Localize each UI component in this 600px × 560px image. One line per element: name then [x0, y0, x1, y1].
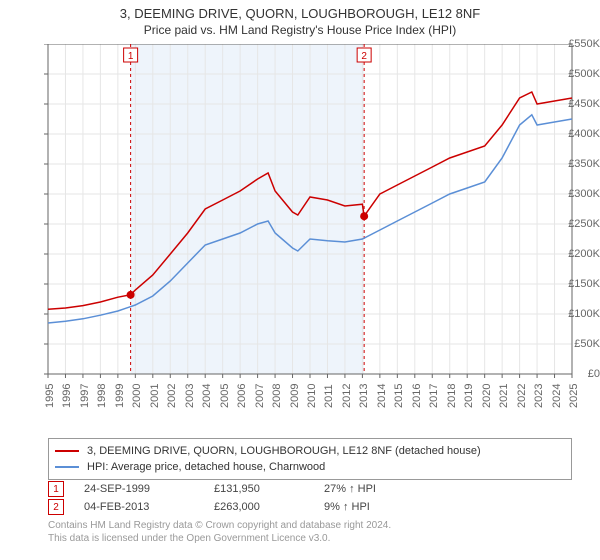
x-tick-label: 1999 — [114, 384, 126, 408]
x-tick-label: 1998 — [96, 384, 108, 408]
legend: 3, DEEMING DRIVE, QUORN, LOUGHBOROUGH, L… — [48, 438, 572, 480]
chart-svg: 12 — [0, 44, 600, 404]
legend-label: HPI: Average price, detached house, Char… — [87, 461, 325, 473]
x-tick-label: 2022 — [516, 384, 528, 408]
x-tick-label: 2016 — [411, 384, 423, 408]
x-tick-label: 2020 — [481, 384, 493, 408]
y-tick-label: £50K — [558, 338, 600, 350]
y-tick-label: £0 — [558, 368, 600, 380]
legend-item: HPI: Average price, detached house, Char… — [55, 459, 565, 475]
figure: 3, DEEMING DRIVE, QUORN, LOUGHBOROUGH, L… — [0, 0, 600, 560]
y-tick-label: £200K — [558, 248, 600, 260]
chart-title: 3, DEEMING DRIVE, QUORN, LOUGHBOROUGH, L… — [0, 0, 600, 21]
x-tick-label: 2003 — [184, 384, 196, 408]
y-tick-label: £100K — [558, 308, 600, 320]
x-tick-label: 2000 — [131, 384, 143, 408]
y-tick-label: £250K — [558, 218, 600, 230]
x-tick-label: 2010 — [306, 384, 318, 408]
disclaimer-line-2: This data is licensed under the Open Gov… — [48, 533, 391, 546]
x-tick-label: 2005 — [219, 384, 231, 408]
x-tick-label: 2008 — [271, 384, 283, 408]
transaction-marker: 1 — [48, 481, 64, 497]
legend-label: 3, DEEMING DRIVE, QUORN, LOUGHBOROUGH, L… — [87, 445, 481, 457]
x-tick-label: 2015 — [393, 384, 405, 408]
legend-item: 3, DEEMING DRIVE, QUORN, LOUGHBOROUGH, L… — [55, 443, 565, 459]
x-tick-label: 2006 — [236, 384, 248, 408]
y-tick-label: £400K — [558, 128, 600, 140]
y-tick-label: £550K — [558, 38, 600, 50]
transactions-table: 1 24-SEP-1999£131,95027% ↑ HPI 2 04-FEB-201… — [48, 480, 444, 516]
svg-text:2: 2 — [361, 51, 367, 62]
svg-text:1: 1 — [128, 51, 134, 62]
chart-area: 12 £0£50K£100K£150K£200K£250K£300K£350K£… — [0, 44, 600, 404]
x-tick-label: 2011 — [323, 384, 335, 408]
x-tick-label: 2021 — [498, 384, 510, 408]
y-tick-label: £450K — [558, 98, 600, 110]
x-tick-label: 2012 — [341, 384, 353, 408]
x-tick-label: 2017 — [428, 384, 440, 408]
y-tick-label: £300K — [558, 188, 600, 200]
transaction-price: £131,950 — [214, 483, 324, 495]
x-tick-label: 2001 — [149, 384, 161, 408]
x-tick-label: 2019 — [463, 384, 475, 408]
transaction-marker: 2 — [48, 499, 64, 515]
x-tick-label: 1996 — [61, 384, 73, 408]
x-tick-label: 2025 — [568, 384, 580, 408]
transaction-date: 04-FEB-2013 — [84, 501, 214, 513]
disclaimer: Contains HM Land Registry data © Crown c… — [48, 520, 391, 545]
x-tick-label: 1997 — [79, 384, 91, 408]
x-tick-label: 2024 — [551, 384, 563, 408]
chart-subtitle: Price paid vs. HM Land Registry's House … — [0, 21, 600, 37]
disclaimer-line-1: Contains HM Land Registry data © Crown c… — [48, 520, 391, 533]
legend-swatch — [55, 466, 79, 468]
x-tick-label: 2018 — [446, 384, 458, 408]
transaction-row: 1 24-SEP-1999£131,95027% ↑ HPI — [48, 480, 444, 498]
y-tick-label: £150K — [558, 278, 600, 290]
y-tick-label: £350K — [558, 158, 600, 170]
legend-swatch — [55, 450, 79, 452]
x-tick-label: 2004 — [201, 384, 213, 408]
x-tick-label: 2002 — [166, 384, 178, 408]
x-tick-label: 2007 — [254, 384, 266, 408]
transaction-hpi-delta: 27% ↑ HPI — [324, 483, 444, 495]
transaction-hpi-delta: 9% ↑ HPI — [324, 501, 444, 513]
x-tick-label: 1995 — [44, 384, 56, 408]
y-tick-label: £500K — [558, 68, 600, 80]
x-tick-label: 2009 — [289, 384, 301, 408]
x-tick-label: 2014 — [376, 384, 388, 408]
x-tick-label: 2023 — [533, 384, 545, 408]
transaction-date: 24-SEP-1999 — [84, 483, 214, 495]
x-tick-label: 2013 — [358, 384, 370, 408]
transaction-row: 2 04-FEB-2013£263,0009% ↑ HPI — [48, 498, 444, 516]
transaction-price: £263,000 — [214, 501, 324, 513]
